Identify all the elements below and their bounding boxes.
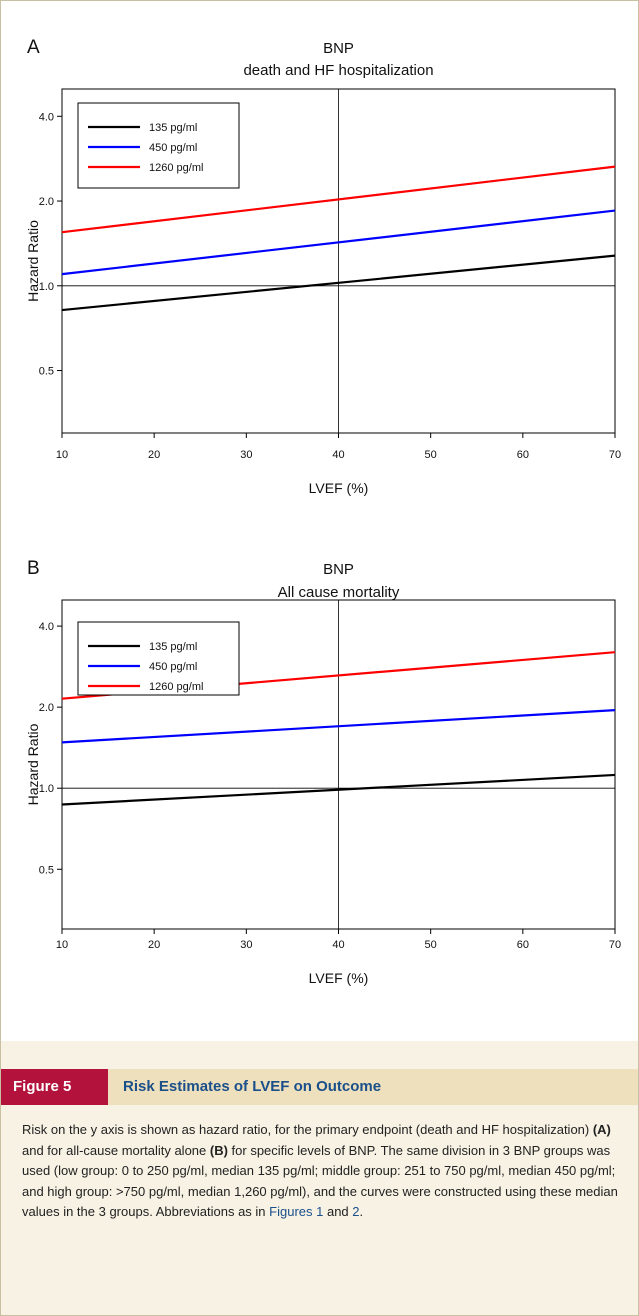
- panel-a-ytick-label-3: 4.0: [39, 111, 54, 123]
- figure-2-link[interactable]: 2: [352, 1204, 360, 1219]
- figure-title: Risk Estimates of LVEF on Outcome: [123, 1078, 382, 1095]
- panel-b-series-1-line: [61, 773, 616, 806]
- panel-a-ytick-label-1: 1.0: [39, 281, 54, 293]
- panel-a-legend-label-2: 450 pg/ml: [149, 142, 197, 154]
- figure-1-link[interactable]: Figures 1: [269, 1204, 324, 1219]
- panel-a-ytick-label-0: 0.5: [39, 366, 54, 378]
- panel-a-letter: A: [27, 37, 40, 58]
- panel-b-legend-label-2: 450 pg/ml: [149, 661, 197, 673]
- panel-a-xtick-label-0: 10: [56, 449, 68, 461]
- panel-a-legend-box: [77, 102, 240, 189]
- panel-b-xtick-label-0: 10: [56, 939, 68, 951]
- panel-b-xtick-label-4: 50: [425, 939, 437, 951]
- panel-a-subtitle: death and HF hospitalization: [243, 62, 433, 79]
- panel-b-xtick-label-5: 60: [517, 939, 529, 951]
- panel-a-ylabel: Hazard Ratio: [25, 220, 41, 302]
- panel-b-xtick-label-1: 20: [148, 939, 160, 951]
- figure-label: Figure 5: [1, 1069, 108, 1105]
- panel-b-legend-label-1: 135 pg/ml: [149, 641, 197, 653]
- charts-svg: A BNP death and HF hospitalization 0.5 1.0 2.…: [25, 37, 621, 986]
- panel-b-legend-box: [77, 621, 240, 696]
- caption-panel-b-ref: (B): [209, 1142, 228, 1158]
- panel-a-xtick-label-2: 30: [240, 449, 252, 461]
- panel-a-series-1-line: [61, 254, 616, 312]
- panel-b-xlabel: LVEF (%): [309, 970, 369, 986]
- panel-b-ytick-label-1: 1.0: [39, 783, 54, 795]
- caption-panel-a-ref: (A): [592, 1122, 611, 1137]
- panel-a-ytick-label-2: 2.0: [39, 196, 54, 208]
- panel-b-subtitle: All cause mortality: [278, 584, 400, 601]
- panel-a-series-2-line: [61, 209, 616, 276]
- panel-b-series-2-line: [61, 709, 616, 744]
- panel-a-legend-label-1: 135 pg/ml: [149, 122, 197, 134]
- panel-b-ytick-label-3: 4.0: [39, 621, 54, 633]
- panel-a-xtick-label-3: 40: [332, 449, 344, 461]
- panel-b-ytick-label-0: 0.5: [39, 864, 54, 876]
- panel-a-legend-label-3: 1260 pg/ml: [149, 162, 203, 174]
- panel-a-xtick-label-5: 60: [517, 449, 529, 461]
- panel-a-xtick-label-6: 70: [609, 449, 621, 461]
- figure-caption: Risk on the y axis is shown as hazard ra…: [22, 1120, 620, 1223]
- panel-b-xtick-label-3: 40: [332, 939, 344, 951]
- caption-header: Figure 5 Risk Estimates of LVEF on Outco…: [1, 1069, 638, 1105]
- caption-text-4: and: [323, 1204, 353, 1219]
- caption-text-3: for specific levels of BNP. The same div…: [22, 1142, 618, 1220]
- figure-area: A BNP death and HF hospitalization 0.5 1.0 2.…: [1, 1, 638, 1041]
- panel-a-xlabel: LVEF (%): [309, 480, 369, 496]
- panel-b-ytick-label-2: 2.0: [39, 702, 54, 714]
- panel-b-letter: B: [27, 558, 40, 579]
- caption-text-5: .: [359, 1204, 364, 1219]
- panel-b-title: BNP: [323, 561, 354, 578]
- caption-text-1: Risk on the y axis is shown as hazard ra…: [22, 1122, 593, 1137]
- panel-a-xtick-label-1: 20: [148, 449, 160, 461]
- caption-text-2: and for all-cause mortality alone: [22, 1142, 210, 1158]
- panel-b-legend-label-3: 1260 pg/ml: [149, 681, 203, 693]
- panel-b-ylabel: Hazard Ratio: [25, 723, 41, 805]
- panel-b-xtick-label-6: 70: [609, 939, 621, 951]
- panel-a-xtick-label-4: 50: [425, 449, 437, 461]
- panel-b-xtick-label-2: 30: [240, 939, 252, 951]
- panel-a-title: BNP: [323, 40, 354, 57]
- panel-a-series-3-line: [61, 165, 616, 234]
